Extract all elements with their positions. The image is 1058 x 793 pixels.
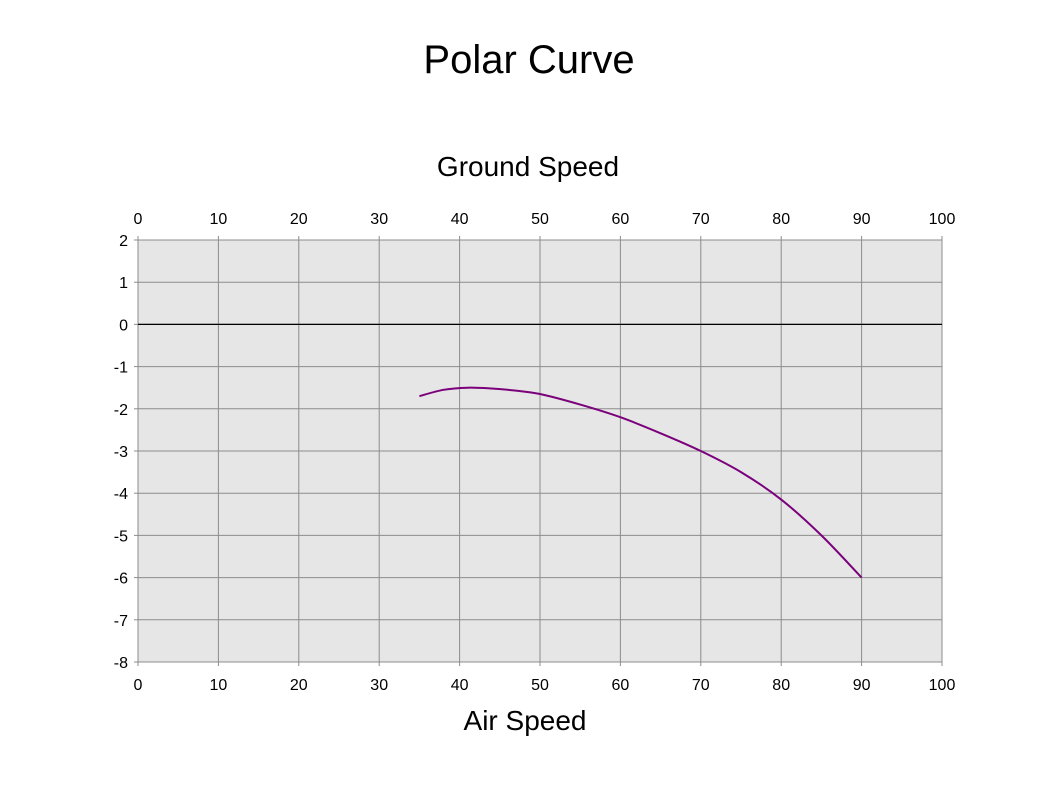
top-tick-label: 30 [370, 211, 388, 228]
bottom-tick-label: 70 [692, 677, 710, 694]
y-tick-label: -8 [114, 655, 128, 672]
bottom-tick-label: 30 [370, 677, 388, 694]
y-tick-label: 1 [119, 275, 128, 292]
top-tick-label: 0 [134, 211, 143, 228]
top-tick-label: 70 [692, 211, 710, 228]
bottom-tick-label: 80 [772, 677, 790, 694]
y-tick-label: -3 [114, 444, 128, 461]
y-tick-label: -1 [114, 360, 128, 377]
bottom-tick-label: 100 [929, 677, 956, 694]
bottom-tick-label: 90 [853, 677, 871, 694]
top-tick-label: 50 [531, 211, 549, 228]
y-tick-label: 2 [119, 233, 128, 250]
y-axis: 2 1 0 -1 -2 -3 -4 -5 -6 -7 -8 [114, 233, 138, 672]
bottom-tick-label: 60 [612, 677, 630, 694]
bottom-axis-title: Air Speed [464, 705, 587, 736]
y-tick-label: -7 [114, 613, 128, 630]
y-tick-label: -4 [114, 486, 128, 503]
top-tick-label: 60 [612, 211, 630, 228]
y-tick-label: -2 [114, 402, 128, 419]
top-axis-title: Ground Speed [437, 151, 619, 182]
y-tick-label: -5 [114, 528, 128, 545]
bottom-tick-label: 50 [531, 677, 549, 694]
y-tick-label: 0 [119, 317, 128, 334]
bottom-tick-label: 10 [210, 677, 228, 694]
bottom-tick-label: 40 [451, 677, 469, 694]
series-line [419, 386, 863, 579]
top-tick-label: 100 [929, 211, 956, 228]
bottom-x-axis: 0 10 20 30 40 50 60 70 80 90 100 [134, 662, 956, 694]
top-tick-label: 40 [451, 211, 469, 228]
page-title: Polar Curve [423, 38, 635, 82]
top-tick-label: 10 [210, 211, 228, 228]
bottom-tick-label: 0 [134, 677, 143, 694]
bottom-tick-label: 20 [290, 677, 308, 694]
top-x-axis: 0 10 20 30 40 50 60 70 80 90 100 [134, 211, 956, 240]
top-tick-label: 20 [290, 211, 308, 228]
series-layer [419, 386, 863, 579]
y-tick-label: -6 [114, 571, 128, 588]
top-tick-label: 80 [772, 211, 790, 228]
top-tick-label: 90 [853, 211, 871, 228]
